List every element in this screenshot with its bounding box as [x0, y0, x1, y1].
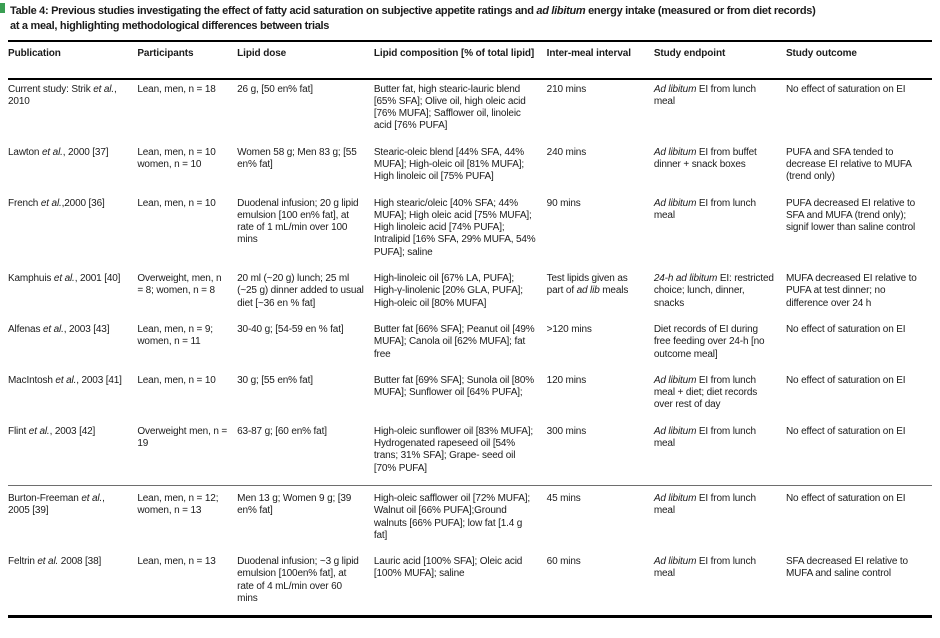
- cell-study-endpoint: Ad libitum EI from lunch meal: [653, 484, 786, 553]
- cell-study-endpoint: Ad libitum EI from lunch meal: [653, 197, 756, 221]
- cell-participants: Lean, men, n = 10: [137, 374, 216, 386]
- green-accent-mark: [0, 3, 5, 13]
- cell-lipid-composition: High stearic/oleic [40% SFA; 44% MUFA]; …: [373, 197, 536, 258]
- cell-participants: Lean, men, n = 10 women, n = 10: [137, 146, 216, 170]
- cell-publication: Feltrin et al. 2008 [38]: [8, 556, 102, 568]
- table-row: Flint et al., 2003 [42] Overweight men, …: [8, 422, 932, 486]
- table-title: Table 4: Previous studies investigating …: [8, 4, 932, 33]
- cell-study-endpoint: Diet records of EI during free feeding o…: [653, 323, 765, 360]
- cell-publication: Lawton et al., 2000 [37]: [8, 146, 109, 158]
- column-header-inter-meal-interval: Inter-meal interval: [546, 41, 654, 80]
- cell-inter-meal-interval: Test lipids given as part of ad lib meal…: [546, 273, 629, 297]
- cell-inter-meal-interval: >120 mins: [546, 323, 592, 335]
- table-row: Burton-Freeman et al., 2005 [39] Lean, m…: [8, 484, 932, 553]
- column-header-study-outcome: Study outcome: [785, 41, 932, 80]
- cell-study-outcome: No effect of saturation on EI: [785, 323, 906, 335]
- cell-participants: Lean, men, n = 18: [137, 83, 216, 95]
- cell-study-endpoint: Ad libitum EI from lunch meal: [653, 425, 756, 450]
- cell-study-outcome: MUFA decreased EI relative to PUFA at te…: [785, 273, 917, 309]
- cell-publication: French et al.,2000 [36]: [8, 197, 105, 209]
- cell-participants: Lean, men, n = 13: [137, 556, 216, 568]
- column-header-participants: Participants: [137, 41, 238, 80]
- table-row: Kamphuis et al., 2001 [40] Overweight, m…: [8, 269, 932, 320]
- cell-study-outcome: No effect of saturation on EI: [785, 83, 906, 95]
- cell-inter-meal-interval: 60 mins: [546, 556, 581, 568]
- table-row: Current study: Strik et al., 2010 Lean, …: [8, 79, 932, 143]
- table-body: Current study: Strik et al., 2010 Lean, …: [8, 79, 932, 617]
- cell-study-endpoint: Ad libitum EI from lunch meal: [653, 83, 756, 107]
- cell-study-outcome: No effect of saturation on EI: [785, 374, 906, 386]
- cell-publication: Burton-Freeman et al., 2005 [39]: [8, 484, 138, 553]
- cell-publication: MacIntosh et al., 2003 [41]: [8, 374, 122, 386]
- column-header-publication: Publication: [8, 41, 138, 80]
- cell-publication: Flint et al., 2003 [42]: [8, 425, 96, 437]
- cell-lipid-dose: Women 58 g; Men 83 g; [55 en% fat]: [237, 146, 357, 170]
- cell-study-outcome: No effect of saturation on EI: [785, 425, 906, 437]
- cell-study-endpoint: Ad libitum EI from buffet dinner + snack…: [653, 146, 757, 170]
- cell-lipid-dose: 20 ml (~20 g) lunch; 25 ml (~25 g) dinne…: [237, 273, 364, 309]
- column-header-lipid-dose: Lipid dose: [237, 41, 374, 80]
- cell-lipid-composition: High-oleic sunflower oil [83% MUFA]; Hyd…: [373, 425, 533, 474]
- cell-study-outcome: PUFA decreased EI relative to SFA and MU…: [785, 197, 916, 234]
- cell-lipid-dose: Duodenal infusion; ~3 g lipid emulsion […: [237, 556, 359, 604]
- cell-lipid-dose: 26 g, [50 en% fat]: [237, 83, 313, 95]
- cell-participants: Lean, men, n = 9; women, n = 11: [137, 323, 213, 348]
- cell-lipid-dose: 63-87 g; [60 en% fat]: [237, 425, 327, 437]
- cell-inter-meal-interval: 210 mins: [546, 83, 587, 95]
- cell-study-endpoint: 24-h ad libitum EI: restricted choice; l…: [653, 273, 774, 309]
- studies-table: Publication Participants Lipid dose Lipi…: [8, 40, 932, 619]
- table-header-row: Publication Participants Lipid dose Lipi…: [8, 41, 932, 80]
- cell-study-outcome: No effect of saturation on EI: [785, 484, 932, 553]
- cell-inter-meal-interval: 45 mins: [546, 484, 654, 553]
- table-row: Feltrin et al. 2008 [38] Lean, men, n = …: [8, 552, 932, 617]
- cell-inter-meal-interval: 300 mins: [546, 425, 587, 437]
- cell-lipid-composition: Butter fat [69% SFA]; Sunola oil [80% MU…: [373, 374, 534, 399]
- table-row: Lawton et al., 2000 [37] Lean, men, n = …: [8, 143, 932, 194]
- cell-lipid-composition: Stearic-oleic blend [44% SFA, 44% MUFA];…: [373, 146, 525, 183]
- cell-lipid-composition: Butter fat, high stearic-lauric blend [6…: [373, 83, 526, 132]
- cell-lipid-dose: Duodenal infusion; 20 g lipid emulsion […: [237, 197, 359, 246]
- table-row: MacIntosh et al., 2003 [41] Lean, men, n…: [8, 371, 932, 422]
- cell-inter-meal-interval: 90 mins: [546, 197, 581, 209]
- cell-lipid-composition: High-oleic safflower oil [72% MUFA]; Wal…: [373, 484, 547, 553]
- table-row: French et al.,2000 [36] Lean, men, n = 1…: [8, 194, 932, 269]
- cell-study-endpoint: Ad libitum EI from lunch meal + diet; di…: [653, 374, 758, 411]
- cell-lipid-dose: Men 13 g; Women 9 g; [39 en% fat]: [237, 484, 374, 553]
- cell-publication: Kamphuis et al., 2001 [40]: [8, 273, 121, 285]
- cell-lipid-composition: Lauric acid [100% SFA]; Oleic acid [100%…: [373, 556, 523, 580]
- table-title-line-1: Table 4: Previous studies investigating …: [10, 5, 816, 17]
- column-header-lipid-composition: Lipid composition [% of total lipid]: [373, 41, 547, 80]
- cell-inter-meal-interval: 240 mins: [546, 146, 587, 158]
- cell-lipid-dose: 30-40 g; [54-59 en % fat]: [237, 323, 344, 335]
- cell-participants: Overweight, men, n = 8; women, n = 8: [137, 273, 222, 297]
- cell-study-outcome: SFA decreased EI relative to MUFA and sa…: [785, 556, 908, 580]
- cell-publication: Alfenas et al., 2003 [43]: [8, 323, 110, 335]
- cell-publication: Current study: Strik et al., 2010: [8, 83, 117, 107]
- cell-lipid-dose: 30 g; [55 en% fat]: [237, 374, 313, 386]
- cell-inter-meal-interval: 120 mins: [546, 374, 587, 386]
- cell-lipid-composition: High-linoleic oil [67% LA, PUFA]; High-γ…: [373, 273, 523, 309]
- cell-participants: Lean, men, n = 10: [137, 197, 216, 209]
- cell-participants: Overweight men, n = 19: [137, 425, 228, 450]
- cell-participants: Lean, men, n = 12; women, n = 13: [137, 484, 238, 553]
- table-header: Publication Participants Lipid dose Lipi…: [8, 41, 932, 80]
- table-title-line-2: at a meal, highlighting methodological d…: [10, 19, 330, 32]
- table-row: Alfenas et al., 2003 [43] Lean, men, n =…: [8, 320, 932, 371]
- cell-study-endpoint: Ad libitum EI from lunch meal: [653, 556, 756, 580]
- column-header-study-endpoint: Study endpoint: [653, 41, 786, 80]
- cell-study-outcome: PUFA and SFA tended to decrease EI relat…: [785, 146, 912, 183]
- cell-lipid-composition: Butter fat [66% SFA]; Peanut oil [49% MU…: [373, 323, 535, 360]
